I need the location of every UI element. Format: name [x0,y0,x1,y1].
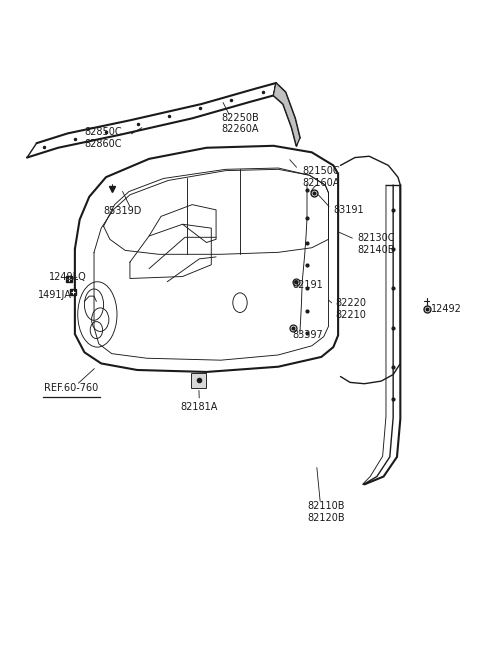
Text: 83191: 83191 [333,205,364,215]
Polygon shape [274,83,300,146]
Text: 82150C
82160A: 82150C 82160A [302,166,340,188]
Text: 1249LQ: 1249LQ [48,272,86,282]
Text: 82181A: 82181A [180,402,218,412]
Text: 82250B
82260A: 82250B 82260A [221,113,259,134]
Text: 82220
82210: 82220 82210 [336,299,367,320]
Text: 82130C
82140B: 82130C 82140B [357,233,395,255]
Text: 82850C
82860C: 82850C 82860C [85,127,122,149]
Text: 1491JA: 1491JA [38,290,72,300]
Text: 83397: 83397 [293,330,324,341]
Text: 82191: 82191 [293,280,324,290]
Text: 85319D: 85319D [104,206,142,216]
Text: 82110B
82120B: 82110B 82120B [307,501,345,523]
Text: 12492: 12492 [432,304,462,314]
Text: REF.60-760: REF.60-760 [44,383,98,392]
FancyBboxPatch shape [191,373,206,388]
